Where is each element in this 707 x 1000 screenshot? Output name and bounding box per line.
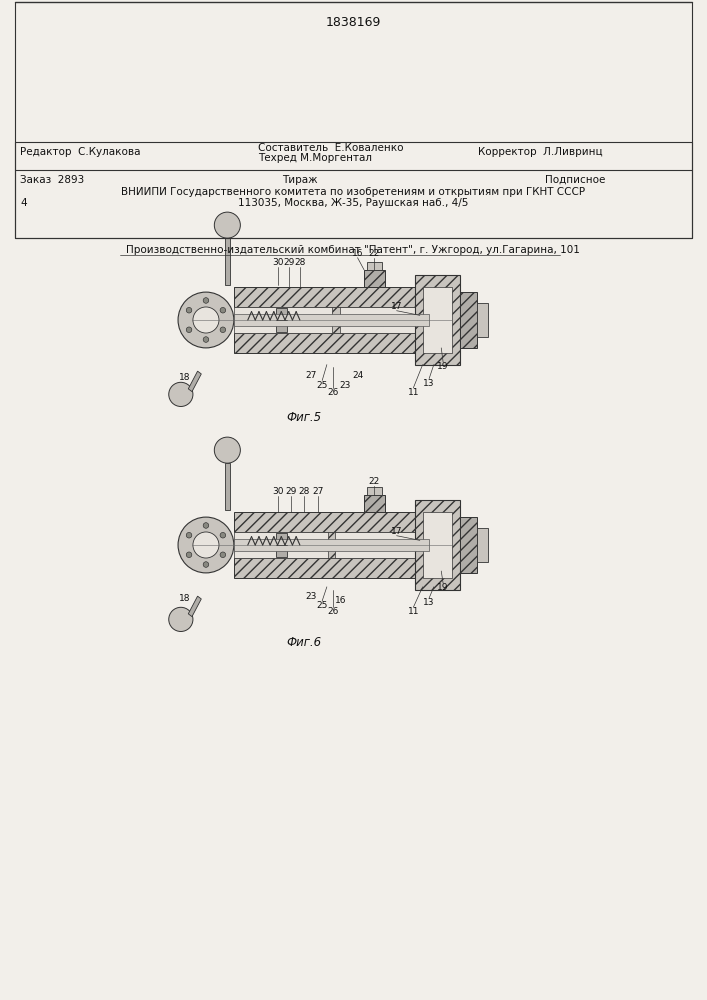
Bar (328, 532, 335, 543)
Bar (477, 303, 488, 337)
Text: 30: 30 (271, 258, 284, 267)
Circle shape (186, 307, 192, 313)
Circle shape (329, 545, 334, 549)
Bar (234, 532, 415, 558)
Text: 27: 27 (305, 371, 317, 380)
Bar (415, 500, 460, 590)
Text: 17: 17 (391, 527, 402, 536)
Bar (328, 547, 335, 558)
Bar (225, 463, 230, 510)
Circle shape (220, 532, 226, 538)
Circle shape (214, 437, 240, 463)
Text: 27: 27 (312, 487, 323, 496)
Bar (460, 517, 477, 573)
Bar (234, 333, 415, 353)
Bar (332, 307, 340, 318)
Circle shape (203, 562, 209, 567)
Circle shape (186, 552, 192, 558)
Text: Подписное: Подписное (545, 175, 605, 185)
Text: 11: 11 (408, 388, 419, 397)
Circle shape (186, 327, 192, 333)
Bar (367, 487, 382, 495)
Polygon shape (188, 596, 201, 617)
Text: 11: 11 (408, 607, 419, 616)
Text: Техред М.Моргентал: Техред М.Моргентал (258, 153, 372, 163)
Circle shape (220, 552, 226, 558)
Bar (234, 539, 429, 551)
Text: 113035, Москва, Ж-35, Раушская наб., 4/5: 113035, Москва, Ж-35, Раушская наб., 4/5 (238, 198, 468, 208)
Polygon shape (188, 371, 201, 392)
Bar (367, 262, 382, 270)
Circle shape (203, 337, 209, 342)
Bar (276, 308, 287, 332)
Text: Тираж: Тираж (282, 175, 318, 185)
Bar (423, 287, 452, 353)
Text: 16: 16 (352, 249, 363, 258)
Bar (234, 307, 415, 333)
Text: 23: 23 (340, 381, 351, 390)
Bar (477, 528, 488, 562)
Text: 4: 4 (20, 198, 27, 208)
Text: 25: 25 (317, 601, 328, 610)
Text: 18: 18 (179, 594, 190, 603)
Text: 17: 17 (391, 302, 402, 311)
Text: 26: 26 (327, 607, 339, 616)
Text: 23: 23 (305, 592, 317, 601)
Text: 28: 28 (298, 487, 309, 496)
Bar (415, 275, 460, 365)
Circle shape (220, 327, 226, 333)
Text: Корректор  Л.Ливринц: Корректор Л.Ливринц (478, 147, 602, 157)
Text: Фиг.6: Фиг.6 (286, 636, 321, 649)
Text: ВНИИПИ Государственного комитета по изобретениям и открытиям при ГКНТ СССР: ВНИИПИ Государственного комитета по изоб… (121, 187, 585, 197)
Circle shape (186, 532, 192, 538)
Text: 1838169: 1838169 (325, 15, 380, 28)
Circle shape (193, 307, 219, 333)
Circle shape (331, 316, 341, 327)
Bar (234, 287, 415, 307)
Text: 29: 29 (285, 487, 296, 496)
Circle shape (203, 298, 209, 303)
Text: 13: 13 (423, 598, 435, 607)
Circle shape (203, 523, 209, 528)
Circle shape (178, 517, 234, 573)
Circle shape (214, 212, 240, 238)
Bar (234, 558, 415, 578)
Circle shape (326, 541, 337, 552)
Circle shape (169, 607, 193, 631)
Text: 30: 30 (271, 487, 284, 496)
Text: 24: 24 (352, 371, 363, 380)
Bar (332, 322, 340, 333)
Text: Фиг.5: Фиг.5 (286, 411, 321, 424)
Bar (234, 512, 415, 532)
Text: 29: 29 (283, 258, 294, 267)
Bar (364, 495, 385, 512)
Circle shape (193, 532, 219, 558)
Text: 25: 25 (317, 381, 328, 390)
Text: 16: 16 (335, 596, 346, 605)
Bar (276, 533, 287, 557)
Text: 22: 22 (368, 477, 380, 486)
Text: Производственно-издательский комбинат "Патент", г. Ужгород, ул.Гагарина, 101: Производственно-издательский комбинат "П… (126, 245, 580, 255)
Text: 22: 22 (368, 249, 380, 258)
Text: 13: 13 (423, 379, 435, 388)
Text: 28: 28 (294, 258, 305, 267)
Bar (225, 238, 230, 285)
Text: 19: 19 (438, 583, 449, 592)
Circle shape (169, 382, 193, 406)
Bar (364, 270, 385, 287)
Bar (423, 512, 452, 578)
Circle shape (334, 320, 338, 324)
Text: Заказ  2893: Заказ 2893 (20, 175, 84, 185)
Text: 26: 26 (327, 388, 339, 397)
Circle shape (178, 292, 234, 348)
Bar (460, 292, 477, 348)
Bar (234, 314, 429, 326)
Circle shape (220, 307, 226, 313)
Text: 18: 18 (179, 373, 190, 382)
Text: Составитель  Е.Коваленко: Составитель Е.Коваленко (258, 143, 404, 153)
Text: 19: 19 (438, 362, 449, 371)
Text: Редактор  С.Кулакова: Редактор С.Кулакова (20, 147, 141, 157)
